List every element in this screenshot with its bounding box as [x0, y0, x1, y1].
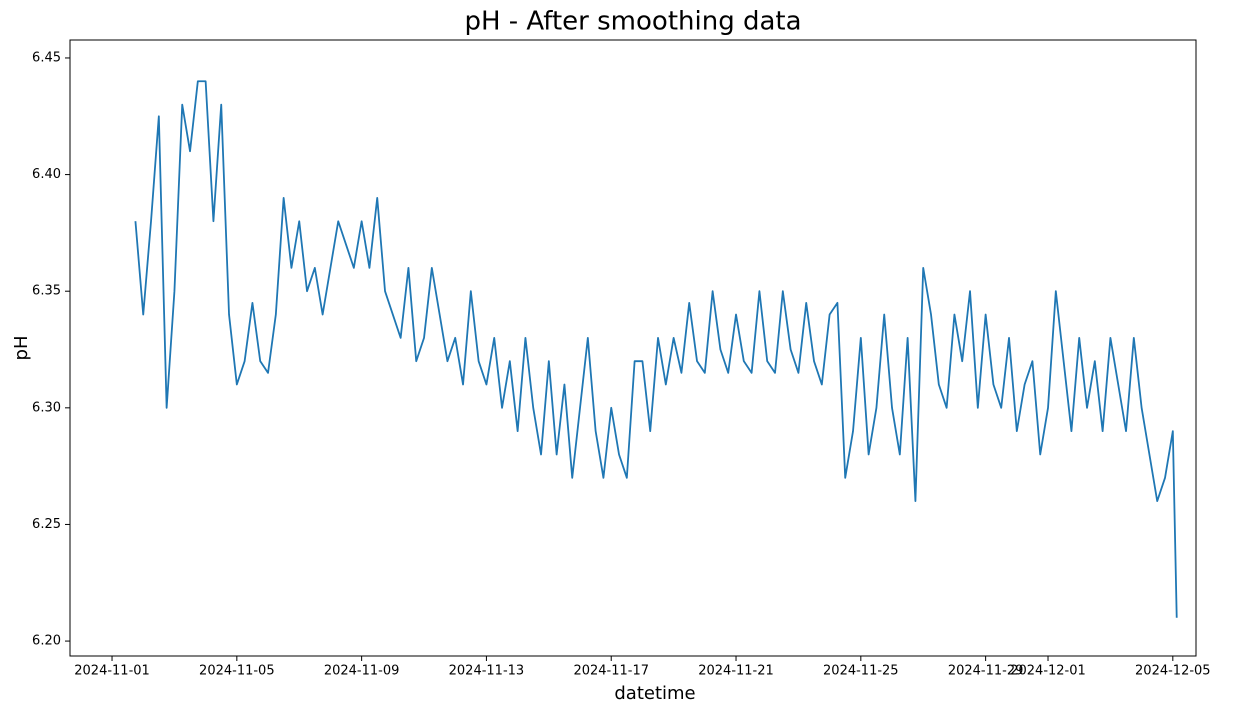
- y-tick-label: 6.25: [32, 517, 61, 532]
- x-tick-label: 2024-11-01: [74, 664, 150, 679]
- x-tick-label: 2024-12-01: [1010, 664, 1086, 679]
- y-tick-label: 6.40: [32, 167, 61, 182]
- y-tick-label: 6.35: [32, 284, 61, 299]
- x-tick-label: 2024-11-29: [948, 664, 1024, 679]
- y-tick-label: 6.30: [32, 400, 61, 415]
- y-axis-label: pH: [11, 336, 32, 361]
- chart-title: pH - After smoothing data: [464, 7, 801, 37]
- data-line: [134, 80, 1178, 618]
- plot-frame: [69, 39, 1197, 657]
- x-tick-label: 2024-11-13: [449, 664, 525, 679]
- x-axis-label: datetime: [614, 683, 695, 704]
- x-tick-label: 2024-12-05: [1135, 664, 1211, 679]
- x-tick-label: 2024-11-21: [698, 664, 774, 679]
- x-tick-label: 2024-11-09: [324, 664, 400, 679]
- x-tick-label: 2024-11-05: [199, 664, 275, 679]
- y-tick-label: 6.20: [32, 634, 61, 649]
- x-tick-label: 2024-11-17: [573, 664, 649, 679]
- y-tick-label: 6.45: [32, 50, 61, 65]
- x-tick-label: 2024-11-25: [823, 664, 899, 679]
